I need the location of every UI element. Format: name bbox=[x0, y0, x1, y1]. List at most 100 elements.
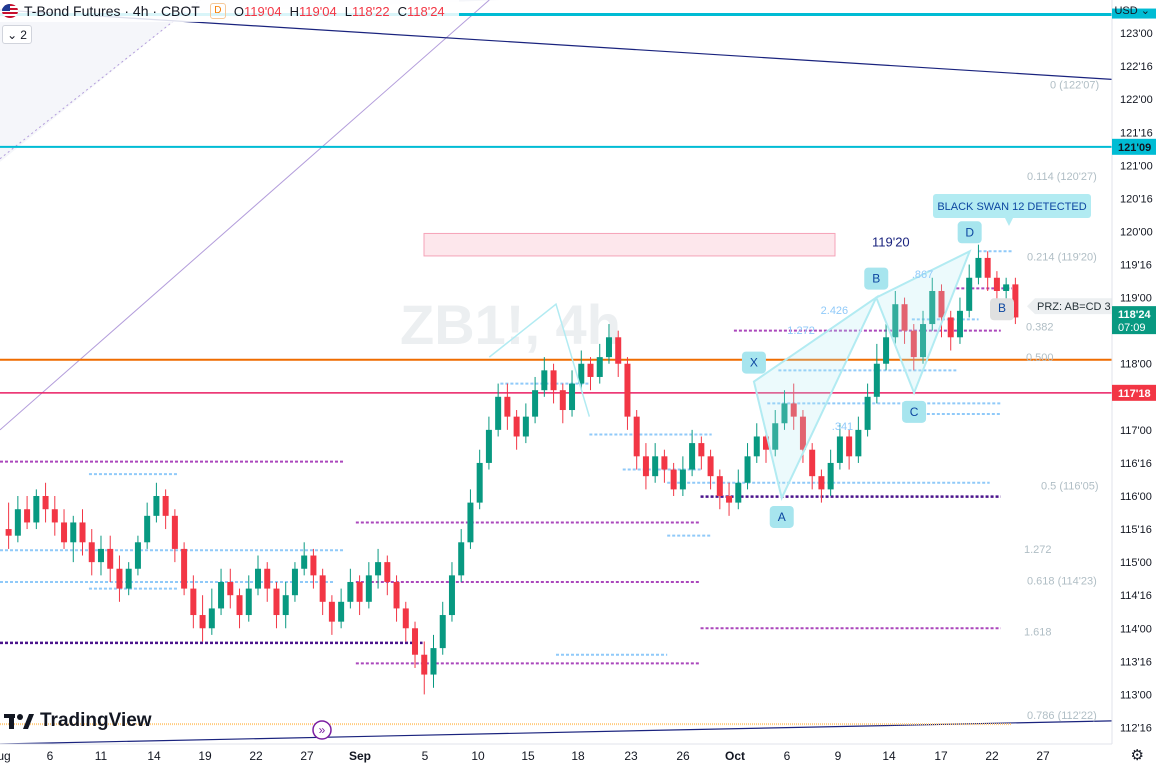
candle bbox=[264, 562, 271, 602]
price-tick-label: 122'16 bbox=[1120, 61, 1153, 73]
price-tick-label: 121'16 bbox=[1120, 127, 1153, 139]
zone-price-label: 119'20 bbox=[872, 235, 910, 250]
candle-body bbox=[134, 542, 141, 569]
candle bbox=[291, 562, 298, 602]
candle bbox=[633, 410, 640, 470]
logo-text: TradingView bbox=[40, 710, 152, 731]
pattern-point-b bbox=[864, 267, 889, 290]
candle bbox=[458, 529, 465, 582]
candle-body bbox=[892, 304, 899, 338]
candle bbox=[615, 330, 622, 377]
candle-body bbox=[984, 257, 991, 278]
candle bbox=[726, 482, 733, 516]
settings-gear-icon[interactable]: ⚙ bbox=[1130, 747, 1144, 764]
candle bbox=[541, 357, 548, 397]
candle bbox=[97, 535, 104, 576]
candle-body bbox=[670, 469, 677, 490]
candle bbox=[716, 469, 723, 510]
candle bbox=[679, 456, 686, 496]
time-tick-label: 14 bbox=[147, 749, 161, 763]
time-tick-label: 14 bbox=[882, 749, 896, 763]
fib-label-5: 0.786 (112'22) bbox=[1027, 710, 1097, 722]
candle-body bbox=[532, 390, 539, 417]
candle bbox=[624, 357, 631, 430]
candle bbox=[338, 588, 345, 629]
candle bbox=[144, 502, 151, 549]
alert-marker-glyph: » bbox=[319, 723, 326, 737]
candle-body bbox=[301, 555, 308, 569]
trend-line-up bbox=[0, 0, 490, 431]
candle-body bbox=[818, 476, 825, 490]
time-tick-label: 19 bbox=[198, 749, 212, 763]
indicators-toggle-button[interactable]: ⌄ 2 bbox=[2, 25, 32, 44]
candle-body bbox=[24, 509, 31, 523]
black-swan-box bbox=[933, 194, 1091, 218]
candle-body bbox=[439, 615, 446, 649]
candle bbox=[347, 568, 354, 609]
candle-body bbox=[929, 290, 936, 325]
candle bbox=[864, 383, 871, 437]
candle bbox=[920, 310, 927, 364]
price-tag-countdown: 07:09 bbox=[1118, 322, 1146, 334]
candle bbox=[596, 343, 603, 384]
candle bbox=[421, 641, 428, 695]
candle-body bbox=[744, 456, 751, 483]
candle bbox=[301, 542, 308, 576]
candle bbox=[181, 542, 188, 596]
candle-body bbox=[61, 522, 68, 543]
candle-body bbox=[624, 363, 631, 417]
ohlc-low: L118'22 bbox=[345, 4, 390, 19]
price-tick-label: 119'00 bbox=[1120, 293, 1152, 305]
candle bbox=[772, 410, 779, 457]
candle-body bbox=[578, 363, 585, 384]
price-tick-label: 120'16 bbox=[1120, 193, 1153, 205]
candle-body bbox=[236, 595, 243, 616]
candle bbox=[328, 595, 335, 635]
candle-body bbox=[144, 515, 151, 543]
price-tag-1 bbox=[1112, 306, 1156, 335]
price-tag-label-2: 117'18 bbox=[1118, 388, 1151, 400]
ohlc-open: O119'04 bbox=[234, 4, 282, 19]
pattern-point-x bbox=[741, 351, 766, 374]
pattern-point-a bbox=[769, 505, 794, 528]
candle-body bbox=[615, 337, 622, 364]
time-tick-label: 17 bbox=[934, 749, 948, 763]
black-swan-text: BLACK SWAN 12 DETECTED bbox=[937, 201, 1086, 213]
candle-body bbox=[855, 429, 862, 457]
candle bbox=[375, 548, 382, 589]
price-tag-label-0: 121'09 bbox=[1118, 142, 1151, 154]
candle-body bbox=[97, 548, 104, 563]
candle-body bbox=[569, 383, 576, 411]
candle-body bbox=[1012, 284, 1019, 318]
time-tick-label: 22 bbox=[985, 749, 999, 763]
candle bbox=[171, 509, 178, 563]
candle bbox=[61, 509, 68, 549]
candle bbox=[162, 489, 169, 530]
symbol-title[interactable]: T-Bond Futures · 4h · CBOT bbox=[24, 3, 200, 19]
candle-body bbox=[125, 568, 132, 589]
pattern-xab bbox=[752, 294, 879, 501]
candle bbox=[809, 443, 816, 490]
fib-label-8: 1.272 bbox=[1024, 544, 1052, 556]
black-swan-pointer bbox=[1005, 218, 1013, 226]
pattern-label-b: B bbox=[872, 272, 880, 286]
resistance-zone bbox=[423, 232, 836, 257]
time-tick-label: 10 bbox=[471, 749, 485, 763]
currency-selector[interactable]: USD ⌄ bbox=[1114, 5, 1150, 17]
pattern-ratio-2: .341 bbox=[832, 421, 853, 433]
candle-body bbox=[42, 496, 49, 510]
candle-body bbox=[947, 317, 954, 338]
candle bbox=[134, 535, 141, 576]
symbol-header: T-Bond Futures · 4h · CBOT D O119'04 H11… bbox=[0, 0, 459, 22]
candle-body bbox=[162, 496, 169, 516]
candle-body bbox=[485, 429, 492, 463]
pattern-ratio-1: 1.272 bbox=[787, 325, 815, 337]
candle-body bbox=[541, 370, 548, 391]
tradingview-logo[interactable]: TradingView bbox=[4, 710, 152, 732]
candle-body bbox=[448, 575, 455, 616]
candle bbox=[569, 370, 576, 417]
candle bbox=[448, 562, 455, 622]
candle-body bbox=[338, 601, 345, 622]
candle-body bbox=[864, 396, 871, 430]
